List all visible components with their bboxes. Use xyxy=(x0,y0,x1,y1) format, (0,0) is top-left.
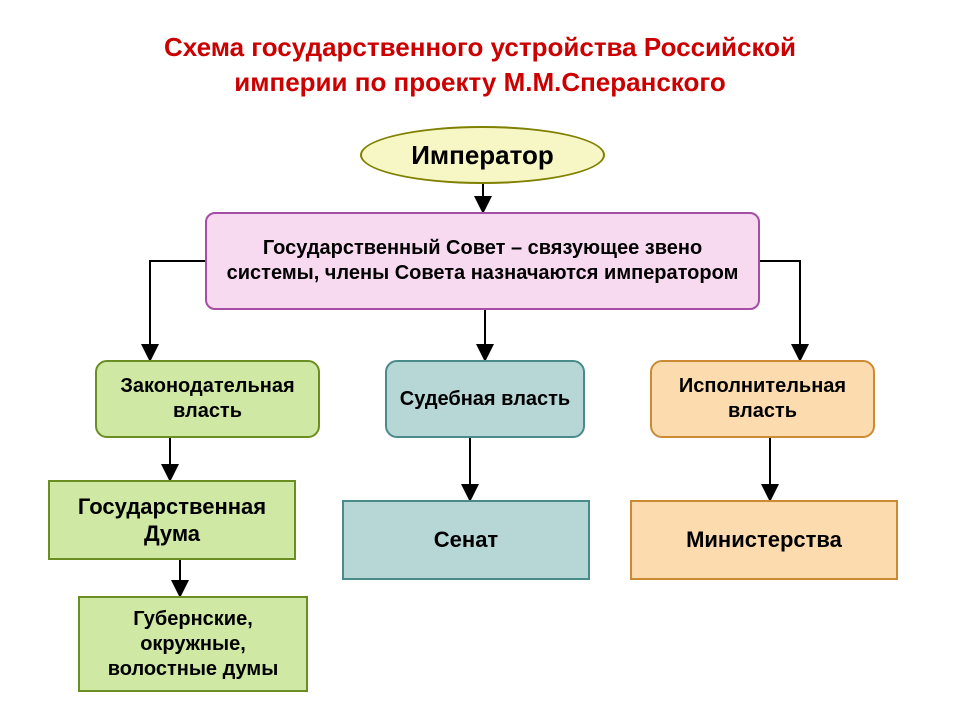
title-line1: Схема государственного устройства Россий… xyxy=(164,32,796,62)
node-duma: Государственная Дума xyxy=(48,480,296,560)
node-executive: Исполнительная власть xyxy=(650,360,875,438)
node-council-label: Государственный Совет – связующее звено … xyxy=(217,236,748,286)
node-executive-label: Исполнительная власть xyxy=(662,374,863,424)
node-senate-label: Сенат xyxy=(434,526,498,554)
node-legislative: Законодательная власть xyxy=(95,360,320,438)
diagram-stage: Схема государственного устройства Россий… xyxy=(0,0,960,720)
node-legislative-label: Законодательная власть xyxy=(107,374,308,424)
node-duma-label: Государственная Дума xyxy=(60,493,284,548)
node-ministries-label: Министерства xyxy=(686,526,842,554)
node-judicial-label: Судебная власть xyxy=(400,387,570,412)
node-judicial: Судебная власть xyxy=(385,360,585,438)
node-senate: Сенат xyxy=(342,500,590,580)
title-line2: империи по проекту М.М.Сперанского xyxy=(234,67,725,97)
node-emperor: Император xyxy=(360,126,605,184)
node-ministries: Министерства xyxy=(630,500,898,580)
node-gub-dumas: Губернские, окружные, волостные думы xyxy=(78,596,308,692)
node-council: Государственный Совет – связующее звено … xyxy=(205,212,760,310)
node-emperor-label: Император xyxy=(411,139,554,172)
diagram-title: Схема государственного устройства Россий… xyxy=(0,30,960,100)
node-gub-dumas-label: Губернские, окружные, волостные думы xyxy=(90,607,296,682)
